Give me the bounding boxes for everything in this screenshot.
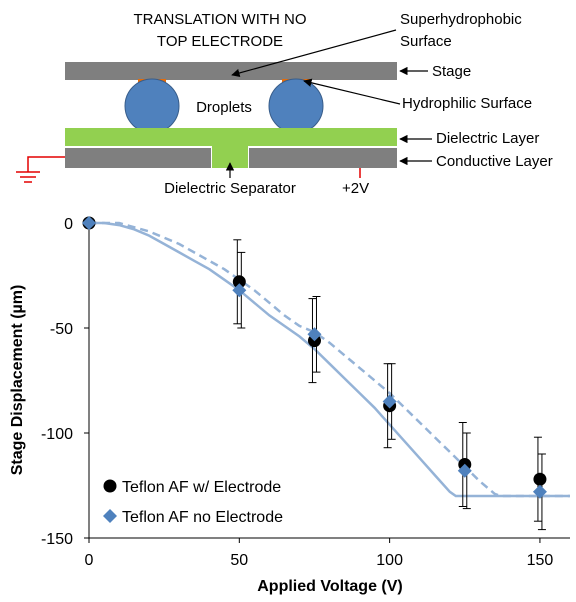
chart: 0 -50 -100 -150 0 50 100 150 Applied Voltage (V…	[9, 216, 570, 595]
legend: Teflon AF w/ Electrode Teflon AF no Elec…	[103, 479, 283, 526]
legend-marker-electrode	[103, 479, 117, 493]
droplet-right	[268, 78, 324, 134]
droplets-label: Droplets	[196, 99, 252, 116]
x-tick-label: 0	[85, 552, 94, 569]
superhydrophobic-arrow	[231, 29, 397, 78]
y-tick-label: -100	[41, 426, 73, 443]
stage-plate	[65, 62, 397, 80]
point-no-electrode	[232, 283, 247, 298]
dielectric-separator-label: Dielectric Separator	[164, 180, 296, 197]
superhydrophobic-label-line1: Superhydrophobic	[400, 11, 522, 28]
data-points	[82, 216, 547, 499]
x-axis-title: Applied Voltage (V)	[257, 578, 402, 595]
y-tick-label: -50	[50, 321, 73, 338]
dielectric-layer	[65, 128, 397, 168]
stage-label: Stage	[432, 63, 471, 80]
schematic: TRANSLATION WITH NO TOP ELECTRODE Superh…	[16, 11, 553, 197]
conductive-layer-right	[249, 148, 397, 168]
y-tick-label: 0	[64, 216, 73, 233]
point-no-electrode	[307, 327, 322, 342]
x-tick-label: 100	[376, 552, 403, 569]
model-curve-solid	[89, 221, 570, 498]
point-no-electrode	[457, 463, 472, 478]
point-no-electrode	[82, 216, 96, 230]
legend-label-electrode: Teflon AF w/ Electrode	[122, 479, 281, 496]
superhydrophobic-label-line2: Surface	[400, 33, 452, 50]
point-no-electrode	[532, 484, 547, 499]
ground-symbol-icon	[16, 171, 40, 183]
hydrophilic-label: Hydrophilic Surface	[402, 95, 532, 112]
point-electrode	[533, 472, 547, 486]
model-curve-dashed	[89, 221, 570, 498]
legend-label-no-electrode: Teflon AF no Electrode	[122, 509, 283, 526]
schematic-title-line1: TRANSLATION WITH NO	[133, 11, 306, 28]
conductive-layer-left	[65, 148, 211, 168]
legend-marker-no-electrode	[103, 509, 117, 523]
y-tick-label: -150	[41, 531, 73, 548]
point-no-electrode	[382, 394, 397, 409]
error-bars	[233, 239, 546, 531]
schematic-title-line2: TOP ELECTRODE	[157, 33, 283, 50]
hydrophilic-arrow	[303, 78, 401, 105]
voltage-label: +2V	[342, 180, 369, 197]
point-electrode	[232, 275, 246, 289]
x-tick-label: 150	[527, 552, 554, 569]
tick-labels: 0 -50 -100 -150 0 50 100 150	[41, 216, 553, 569]
x-tick-label: 50	[230, 552, 248, 569]
ground-wire	[27, 156, 65, 172]
conductive-layer-label: Conductive Layer	[436, 153, 553, 170]
droplet-left	[124, 78, 180, 134]
y-axis-title: Stage Displacement (µm)	[9, 285, 26, 476]
model-curves	[89, 221, 570, 498]
dielectric-layer-label: Dielectric Layer	[436, 130, 539, 147]
